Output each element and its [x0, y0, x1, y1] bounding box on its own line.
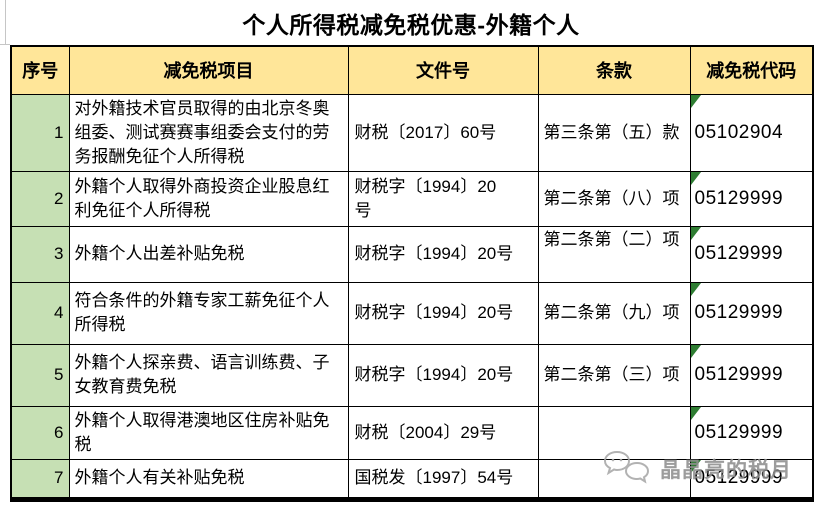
spreadsheet-gridline-vertical — [5, 0, 6, 45]
cell-document-number: 国税发〔1997〕54号 — [347, 458, 539, 500]
cell-corner-flag-triangle — [691, 345, 701, 358]
page-title: 个人所得税减免税优惠-外籍个人 — [242, 12, 580, 38]
cell-corner-flag-triangle — [691, 283, 701, 296]
column-header-item: 减免税项目 — [68, 45, 349, 95]
table-row: 3 外籍个人出差补贴免税 财税字〔1994〕20号 第二条第（二）项 05129999 — [10, 225, 814, 283]
cell-exemption-code: 05129999 — [689, 343, 814, 407]
cell-clause: 第三条第（五）款 — [537, 93, 691, 172]
header-row: 序号 减免税项目 文件号 条款 减免税代码 — [10, 45, 814, 95]
cell-exemption-code: 05129999 — [689, 458, 814, 500]
exemption-code-text: 05129999 — [694, 243, 784, 264]
cell-serial-number: 6 — [10, 405, 70, 460]
cell-exemption-item: 外籍个人有关补贴免税 — [68, 458, 349, 500]
cell-document-number: 财税〔2017〕60号 — [347, 93, 539, 172]
cell-serial-number: 2 — [10, 170, 70, 227]
cell-corner-flag-triangle — [691, 172, 701, 185]
column-header-code: 减免税代码 — [689, 45, 814, 95]
cell-document-number: 财税字〔1994〕20号 — [347, 225, 539, 283]
cell-clause: 第二条第（二）项 — [537, 225, 691, 283]
exemption-code-text: 05102904 — [694, 121, 784, 143]
cell-serial-number: 5 — [10, 343, 70, 407]
table-row: 2 外籍个人取得外商投资企业股息红利免征个人所得税 财税字〔1994〕20 号第二条… — [10, 170, 814, 227]
cell-serial-number: 3 — [10, 225, 70, 283]
cell-exemption-item: 外籍个人出差补贴免税 — [68, 225, 349, 283]
exemption-code-text: 05129999 — [694, 421, 784, 443]
table-row: 1 对外籍技术官员取得的由北京冬奥组委、测试赛赛事组委会支付的劳务报酬免征个人所得… — [10, 93, 814, 172]
cell-serial-number: 1 — [10, 93, 70, 172]
exemption-code-text: 05129999 — [694, 187, 784, 209]
exemption-code-text: 05129999 — [694, 302, 784, 323]
column-header-no: 序号 — [10, 45, 70, 95]
cell-clause: 第二条第（八）项 — [537, 170, 691, 227]
cell-serial-number: 4 — [10, 281, 70, 345]
table-row: 5 外籍个人探亲费、语言训练费、子女教育费免税 财税字〔1994〕20号 第二条第（三… — [10, 343, 814, 407]
cell-document-number: 财税〔2004〕29号 — [347, 405, 539, 460]
table-row: 7 外籍个人有关补贴免税 国税发〔1997〕54号 05129999 — [10, 458, 814, 500]
cell-exemption-code: 05129999 — [689, 225, 814, 283]
cell-clause — [537, 405, 691, 460]
tax-exemption-table: 序号 减免税项目 文件号 条款 减免税代码 1 对外籍技术官员取得的由北京冬奥组委… — [10, 45, 814, 502]
exemption-code-text: 05129999 — [694, 364, 784, 385]
column-header-doc: 文件号 — [347, 45, 539, 95]
column-header-clause: 条款 — [537, 45, 691, 95]
cell-exemption-item: 符合条件的外籍专家工薪免征个人所得税 — [68, 281, 349, 345]
table-row: 4 符合条件的外籍专家工薪免征个人所得税 财税字〔1994〕20号 第二条第（九）项 0… — [10, 281, 814, 345]
cell-document-number: 财税字〔1994〕20号 — [347, 343, 539, 407]
exemption-code-text: 05129999 — [694, 467, 784, 488]
cell-corner-flag-triangle — [691, 227, 701, 240]
cell-exemption-item: 外籍个人取得港澳地区住房补贴免税 — [68, 405, 349, 460]
cell-exemption-code: 05129999 — [689, 281, 814, 345]
cell-corner-flag-triangle — [691, 407, 701, 420]
cell-exemption-item: 外籍个人探亲费、语言训练费、子女教育费免税 — [68, 343, 349, 407]
cell-exemption-code: 05129999 — [689, 405, 814, 460]
cell-clause — [537, 458, 691, 500]
spreadsheet-gridline-horizontal — [0, 44, 10, 45]
cell-exemption-item: 外籍个人取得外商投资企业股息红利免征个人所得税 — [68, 170, 349, 227]
cell-exemption-code: 05129999 — [689, 170, 814, 227]
cell-exemption-code: 05102904 — [689, 93, 814, 172]
table-row: 6 外籍个人取得港澳地区住房补贴免税 财税〔2004〕29号 05129999 — [10, 405, 814, 460]
cell-document-number: 财税字〔1994〕20号 — [347, 281, 539, 345]
cell-clause: 第二条第（三）项 — [537, 343, 691, 407]
cell-clause: 第二条第（九）项 — [537, 281, 691, 345]
cell-exemption-item: 对外籍技术官员取得的由北京冬奥组委、测试赛赛事组委会支付的劳务报酬免征个人所得税 — [68, 93, 349, 172]
cell-corner-flag-triangle — [691, 460, 701, 473]
cell-document-number: 财税字〔1994〕20 号 — [347, 170, 539, 227]
cell-serial-number: 7 — [10, 458, 70, 500]
cell-corner-flag-triangle — [691, 95, 701, 108]
